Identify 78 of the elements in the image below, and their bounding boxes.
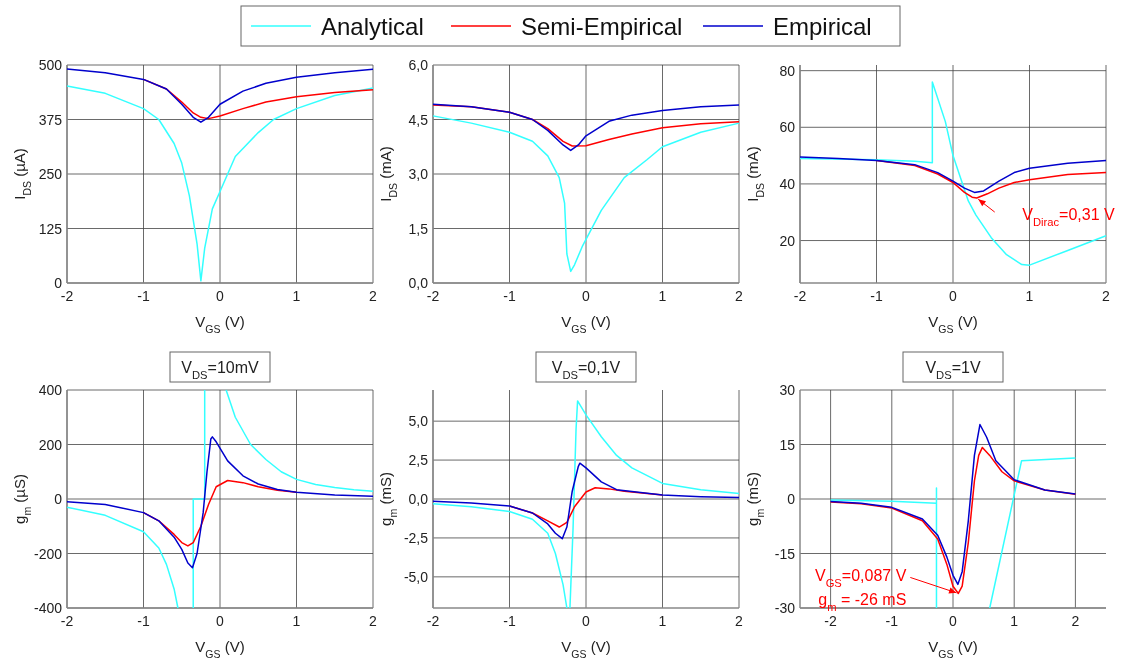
y-tick-label: -2,5 [403,529,429,546]
x-axis-title: V$_{GS}$ (V) [928,313,978,335]
y-tick-label: 2,5 [408,452,429,469]
y-tick-label: 0 [54,491,63,507]
y-tick-label: 6,0 [408,57,429,73]
y-tick-label: 0 [787,491,796,507]
x-tick-label: -2 [824,613,838,629]
y-tick-label: 30 [779,382,796,398]
y-tick-label: 250 [38,166,63,182]
annotation: V$_{GS}$=0,087 V [814,567,907,590]
x-tick-label: 0 [949,288,958,304]
y-tick-label: -200 [33,545,63,562]
chart-title: V$_{DS}$=1V [925,359,981,381]
x-tick-label: 2 [735,613,744,629]
x-tick-label: -2 [60,613,74,629]
y-tick-label: 0 [54,275,63,291]
x-tick-label: 0 [582,288,591,304]
y-tick-label: 0,0 [408,491,429,507]
y-tick-label: -30 [774,600,796,616]
x-tick-label: -1 [870,288,883,304]
y-tick-label: 40 [779,175,796,192]
x-tick-label: -1 [503,613,516,629]
y-tick-label: 375 [38,111,63,128]
x-axis-title: V$_{GS}$ (V) [561,313,611,335]
y-tick-label: 60 [779,119,796,136]
legend-label: Analytical [321,13,424,40]
x-axis-title: V$_{GS}$ (V) [928,638,978,660]
y-tick-label: 500 [38,57,63,73]
x-tick-label: 2 [1102,288,1111,304]
line-series [799,156,1107,194]
line-series [66,68,374,123]
chart-title: V$_{DS}$=0,1V [551,359,621,381]
y-tick-label: 400 [38,382,63,398]
x-axis-title: V$_{GS}$ (V) [195,313,245,335]
y-tick-label: 0,0 [408,275,429,291]
x-tick-label: -1 [885,613,899,629]
x-tick-label: 1 [658,613,667,629]
y-tick-label: -15 [774,545,796,562]
y-tick-label: 4,5 [408,111,429,128]
y-tick-label: 80 [779,62,796,79]
x-tick-label: -2 [426,288,440,304]
x-tick-label: -2 [426,613,440,629]
annotation: g$_{m}$ = -26 mS [818,591,907,614]
x-tick-label: 1 [292,288,301,304]
x-tick-label: 2 [369,288,378,304]
y-tick-label: -5,0 [403,568,429,585]
legend-label: Semi-Empirical [521,13,683,40]
x-tick-label: 0 [949,613,958,629]
x-axis-title: V$_{GS}$ (V) [195,638,245,660]
x-tick-label: 1 [1025,288,1034,304]
x-tick-label: 0 [216,288,225,304]
y-tick-label: 125 [38,220,63,237]
y-tick-label: 15 [779,436,796,453]
y-tick-label: 3,0 [408,166,429,182]
chart-title: V$_{DS}$=10mV [181,359,260,381]
y-tick-label: 20 [779,232,796,249]
y-tick-label: 5,0 [408,413,429,430]
x-axis-title: V$_{GS}$ (V) [561,638,611,660]
x-tick-label: 1 [1010,613,1019,629]
line-series [66,436,374,569]
legend-label: Empirical [773,13,872,40]
x-tick-label: -1 [503,288,516,304]
x-tick-label: 1 [292,613,301,629]
y-tick-label: -400 [33,600,63,616]
x-tick-label: -2 [793,288,807,304]
x-tick-label: 0 [582,613,591,629]
x-tick-label: 1 [658,288,667,304]
line-series [432,462,740,540]
x-tick-label: 0 [216,613,225,629]
x-tick-label: -1 [137,288,150,304]
line-series [432,115,740,273]
y-tick-label: 200 [38,436,63,453]
x-tick-label: -2 [60,288,74,304]
x-tick-label: 2 [1071,613,1080,629]
x-tick-label: 2 [369,613,378,629]
x-tick-label: 2 [735,288,744,304]
y-tick-label: 1,5 [408,220,429,237]
x-tick-label: -1 [137,613,150,629]
